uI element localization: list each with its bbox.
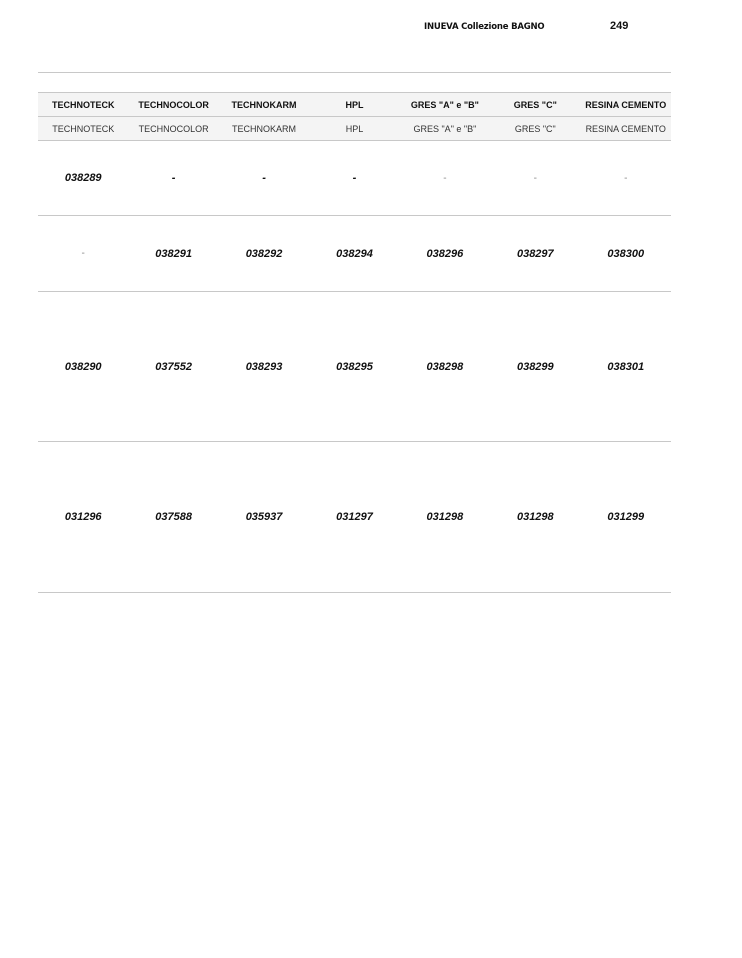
table-cell: - xyxy=(624,172,628,184)
divider xyxy=(38,72,671,73)
table-cell: - xyxy=(171,172,176,184)
table-cell: 035937 xyxy=(245,511,283,523)
table-subheader-row: TECHNOTECK TECHNOCOLOR TECHNOKARM HPL GR… xyxy=(38,117,671,140)
table-cell: 038298 xyxy=(426,360,464,373)
table-cell: 031297 xyxy=(336,511,373,523)
divider xyxy=(38,215,671,216)
table-cell: 038294 xyxy=(336,247,373,260)
table-cell: 038292 xyxy=(245,247,283,260)
table-header-row: TECHNOTECK TECHNOCOLOR TECHNOKARM HPL GR… xyxy=(38,93,671,116)
table-cell: 038291 xyxy=(155,247,192,260)
table-cell: - xyxy=(352,172,357,184)
divider xyxy=(38,592,671,593)
column-subheader: TECHNOKARM xyxy=(232,123,297,134)
divider xyxy=(38,140,671,141)
table-cell: - xyxy=(443,172,447,184)
column-header: HPL xyxy=(345,99,364,110)
divider xyxy=(38,92,671,93)
column-subheader: GRES "C" xyxy=(514,123,556,134)
column-header: TECHNOTECK xyxy=(51,99,115,110)
table-row: - 038291 038292 038294 038296 038297 038… xyxy=(38,216,671,291)
table-row: 038290 037552 038293 038295 038298 03829… xyxy=(38,292,671,441)
column-subheader: TECHNOCOLOR xyxy=(138,123,209,134)
table-cell: 038300 xyxy=(607,247,645,260)
table-row: 038289 - - - - - - xyxy=(38,141,671,215)
table-cell: 031296 xyxy=(64,511,102,523)
divider xyxy=(38,441,671,442)
column-header: TECHNOKARM xyxy=(231,99,297,110)
table-cell: 031298 xyxy=(516,511,554,523)
column-subheader: GRES "A" e "B" xyxy=(413,123,477,134)
table-cell: 038289 xyxy=(64,172,102,184)
table-cell: 038297 xyxy=(516,247,554,260)
column-subheader: TECHNOTECK xyxy=(52,123,115,134)
table-cell: - xyxy=(533,172,537,184)
table-cell: 038290 xyxy=(64,360,102,373)
table-cell: 038293 xyxy=(245,360,283,373)
table-cell: - xyxy=(262,172,266,184)
column-header: GRES "A" e "B" xyxy=(410,99,479,110)
column-subheader: HPL xyxy=(345,123,364,134)
table-cell: 038295 xyxy=(336,360,373,373)
table-cell: - xyxy=(81,248,85,259)
table-cell: 038296 xyxy=(426,247,464,260)
column-header: RESINA CEMENTO xyxy=(585,99,667,110)
page-number: 249 xyxy=(610,20,629,32)
column-subheader: RESINA CEMENTO xyxy=(585,123,666,134)
table-cell: 037588 xyxy=(155,511,192,523)
divider xyxy=(38,291,671,292)
table-cell: 037552 xyxy=(155,360,192,373)
document-header-title: INUEVA Collezione BAGNO xyxy=(424,22,545,32)
table-cell: 031298 xyxy=(426,511,464,523)
column-header: GRES "C" xyxy=(513,99,557,110)
column-header: TECHNOCOLOR xyxy=(138,99,209,110)
divider xyxy=(38,116,671,117)
table-cell: 038301 xyxy=(607,360,645,373)
table-cell: 031299 xyxy=(607,511,645,523)
table-row: 031296 037588 035937 031297 031298 03129… xyxy=(38,442,671,592)
table-cell: 038299 xyxy=(516,360,554,373)
